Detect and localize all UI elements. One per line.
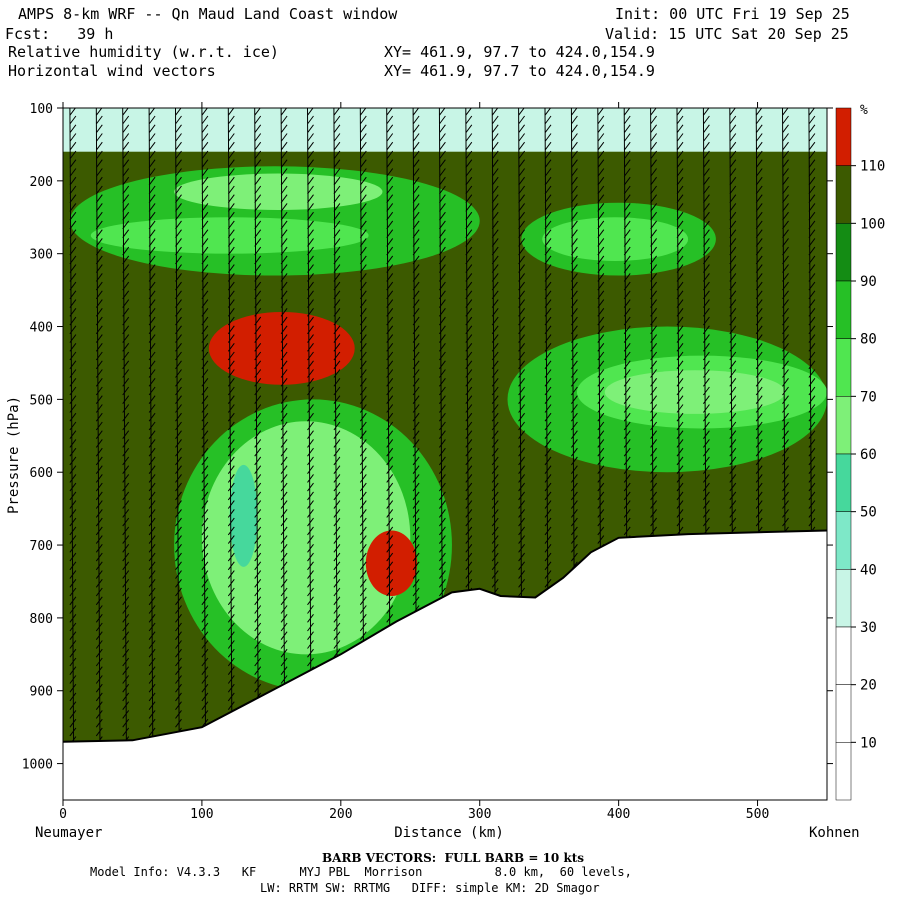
- y-tick-label: 800: [30, 612, 53, 627]
- rh-feature-13: [604, 370, 786, 414]
- rh-feature-5: [542, 217, 689, 261]
- y-tick-label: 900: [30, 685, 53, 700]
- y-tick-label: 100: [30, 102, 53, 117]
- field2-xy: XY= 461.9, 97.7 to 424.0,154.9: [384, 62, 655, 80]
- plot-frame: [62, 107, 828, 801]
- x-tick-label: 0: [59, 807, 67, 822]
- wind-barb-column: [69, 108, 77, 742]
- x-tick-label: 300: [468, 807, 491, 822]
- colorbar-bin: [835, 511, 852, 570]
- colorbar: 110 100 90 80 70 60 50 40 30 20 10: [835, 107, 885, 801]
- colorbar-level-label: 40: [860, 562, 877, 578]
- colorbar-level-label: 70: [860, 389, 877, 405]
- colorbar-bin: [835, 453, 852, 512]
- y-tick-label: 300: [30, 248, 53, 263]
- chart-title: AMPS 8-km WRF -- Qn Maud Land Coast wind…: [18, 5, 398, 23]
- colorbar-level-label: 20: [860, 678, 877, 694]
- y-axis-label: Pressure (hPa): [6, 396, 22, 514]
- colorbar-bin: [835, 338, 852, 397]
- terrain-line: [62, 529, 828, 743]
- y-tick-label: 500: [30, 393, 53, 408]
- colorbar-level-label: 10: [860, 735, 877, 751]
- rh-feature-3: [174, 173, 383, 210]
- valid-time: Valid: 15 UTC Sat 20 Sep 25: [605, 25, 849, 43]
- colorbar-bin: [835, 684, 852, 743]
- colorbar-level-label: 60: [860, 447, 877, 463]
- wind-barb-column: [227, 108, 235, 742]
- y-tick-label: 1000: [22, 758, 53, 773]
- colorbar-level-label: 30: [860, 620, 877, 636]
- colorbar-bin: [835, 223, 852, 282]
- field2-label: Horizontal wind vectors: [8, 62, 216, 80]
- colorbar-unit: %: [860, 103, 868, 118]
- wind-barb-column: [201, 108, 209, 742]
- colorbar-level-label: 100: [860, 216, 885, 232]
- init-time: Init: 00 UTC Fri 19 Sep 25: [615, 5, 850, 23]
- x-tick-label: 100: [190, 807, 213, 822]
- model-info-line1: Model Info: V4.3.3 KF MYJ PBL Morrison 8…: [90, 865, 632, 879]
- model-info-line2: LW: RRTM SW: RRTMG DIFF: simple KM: 2D S…: [260, 881, 600, 895]
- rh-feature-6: [208, 311, 355, 385]
- wind-barb-column: [175, 108, 182, 742]
- y-tick-label: 400: [30, 321, 53, 336]
- rh-feature-0: [63, 108, 827, 152]
- x-endpoint-right: Kohnen: [809, 825, 860, 841]
- x-endpoint-left: Neumayer: [35, 825, 102, 841]
- x-tick-label: 200: [329, 807, 352, 822]
- colorbar-level-label: 90: [860, 274, 877, 290]
- rh-feature-8: [201, 421, 411, 655]
- colorbar-level-label: 110: [860, 159, 885, 175]
- x-axis-label: Distance (km): [394, 825, 504, 841]
- field1-xy: XY= 461.9, 97.7 to 424.0,154.9: [384, 43, 655, 61]
- x-tick-label: 400: [607, 807, 630, 822]
- rh-feature-9: [229, 464, 258, 567]
- forecast-hour: Fcst: 39 h: [5, 25, 114, 43]
- colorbar-bin: [835, 396, 852, 455]
- y-tick-label: 200: [30, 175, 53, 190]
- colorbar-bin: [835, 280, 852, 339]
- wind-barb-column: [122, 108, 130, 742]
- barb-legend: BARB VECTORS: FULL BARB = 10 kts: [322, 851, 585, 865]
- colorbar-bin: [835, 742, 852, 801]
- y-tick-label: 600: [30, 466, 53, 481]
- colorbar-bin: [835, 626, 852, 685]
- y-tick-label: 700: [30, 539, 53, 554]
- colorbar-bin: [835, 569, 852, 628]
- wind-barb-column: [95, 108, 103, 742]
- colorbar-level-label: 80: [860, 332, 877, 348]
- x-tick-label: 500: [746, 807, 769, 822]
- field1-label: Relative humidity (w.r.t. ice): [8, 43, 279, 61]
- colorbar-bin: [835, 165, 852, 224]
- colorbar-level-label: 50: [860, 505, 877, 521]
- wind-barb-column: [148, 108, 156, 742]
- colorbar-bin: [835, 107, 852, 166]
